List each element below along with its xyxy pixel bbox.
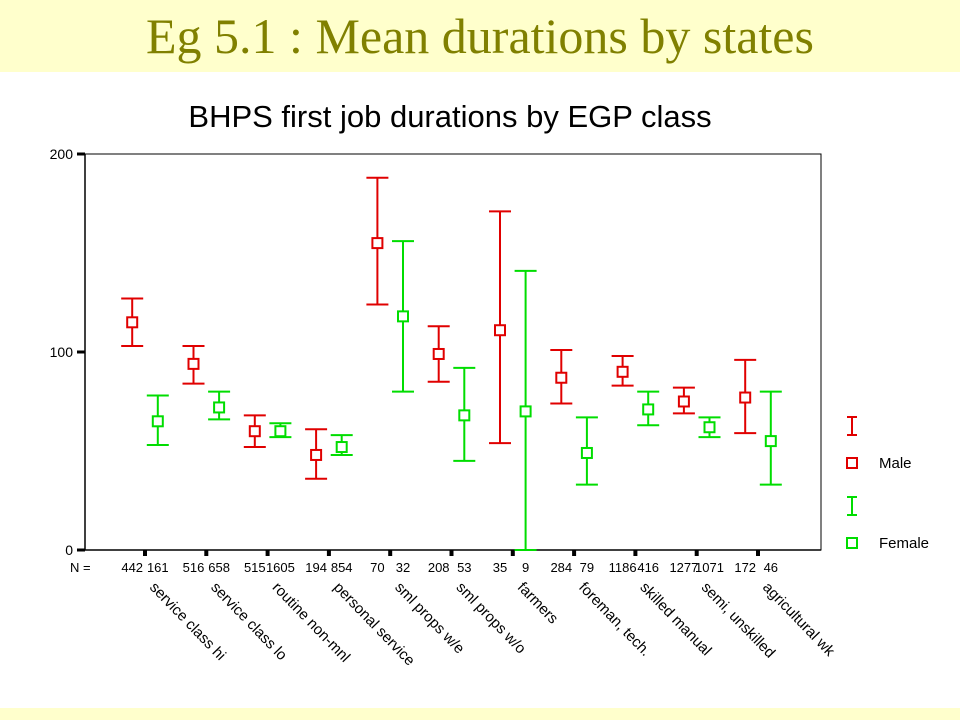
n-count-label: 79: [580, 560, 594, 575]
mean-marker: [248, 425, 261, 438]
mean-marker: [187, 357, 200, 370]
mean-marker: [335, 441, 348, 454]
n-count-label: 172: [734, 560, 756, 575]
n-count-label: 9: [522, 560, 529, 575]
n-count-label: 516: [183, 560, 205, 575]
n-count-label: 70: [370, 560, 384, 575]
mean-marker: [274, 425, 287, 438]
slide-title: Eg 5.1 : Mean durations by states: [146, 8, 814, 64]
chart-title: BHPS first job durations by EGP class: [188, 99, 711, 134]
mean-marker: [432, 347, 445, 360]
n-count-label: 208: [428, 560, 450, 575]
n-count-label: 1277: [669, 560, 698, 575]
mean-marker: [616, 365, 629, 378]
bottom-band: [0, 708, 960, 720]
n-count-label: 53: [457, 560, 471, 575]
mean-marker: [580, 446, 593, 459]
mean-marker: [555, 371, 568, 384]
n-count-label: 1071: [695, 560, 724, 575]
n-count-label: 658: [208, 560, 230, 575]
mean-marker: [764, 435, 777, 448]
n-count-label: 284: [550, 560, 572, 575]
mean-marker: [703, 421, 716, 434]
n-count-label: 35: [493, 560, 507, 575]
title-band: [0, 0, 960, 72]
error-bar-chart: BHPS first job durations by EGP class N …: [50, 99, 929, 669]
y-tick-label: 200: [50, 146, 74, 162]
mean-marker: [677, 395, 690, 408]
plot-area: [84, 153, 822, 551]
legend-label: Female: [879, 535, 929, 552]
mean-marker: [213, 401, 226, 414]
mean-marker: [494, 324, 506, 337]
y-tick-label: 0: [65, 542, 73, 558]
mean-marker: [126, 316, 139, 329]
y-tick-label: 100: [50, 344, 74, 360]
n-count-label: 46: [764, 560, 778, 575]
legend-label: Male: [879, 455, 912, 472]
n-count-label: 515: [244, 560, 266, 575]
n-count-label: 442: [121, 560, 143, 575]
n-count-label: 194: [305, 560, 327, 575]
n-label: N =: [70, 560, 91, 575]
legend-marker-symbol: [846, 457, 858, 469]
n-count-label: 416: [637, 560, 659, 575]
mean-marker: [519, 405, 532, 418]
n-count-label: 1186: [609, 560, 637, 575]
n-count-label: 161: [147, 560, 169, 575]
legend-marker-symbol: [846, 537, 858, 549]
n-count-label: 1605: [266, 560, 295, 575]
mean-marker: [371, 237, 384, 250]
x-tick-label: farmers: [514, 579, 562, 627]
mean-marker: [458, 409, 471, 422]
mean-marker: [310, 448, 323, 461]
mean-marker: [151, 415, 164, 428]
mean-marker: [397, 310, 409, 323]
mean-marker: [739, 391, 752, 404]
n-count-label: 32: [396, 560, 410, 575]
n-count-label: 854: [331, 560, 353, 575]
mean-marker: [642, 403, 655, 416]
